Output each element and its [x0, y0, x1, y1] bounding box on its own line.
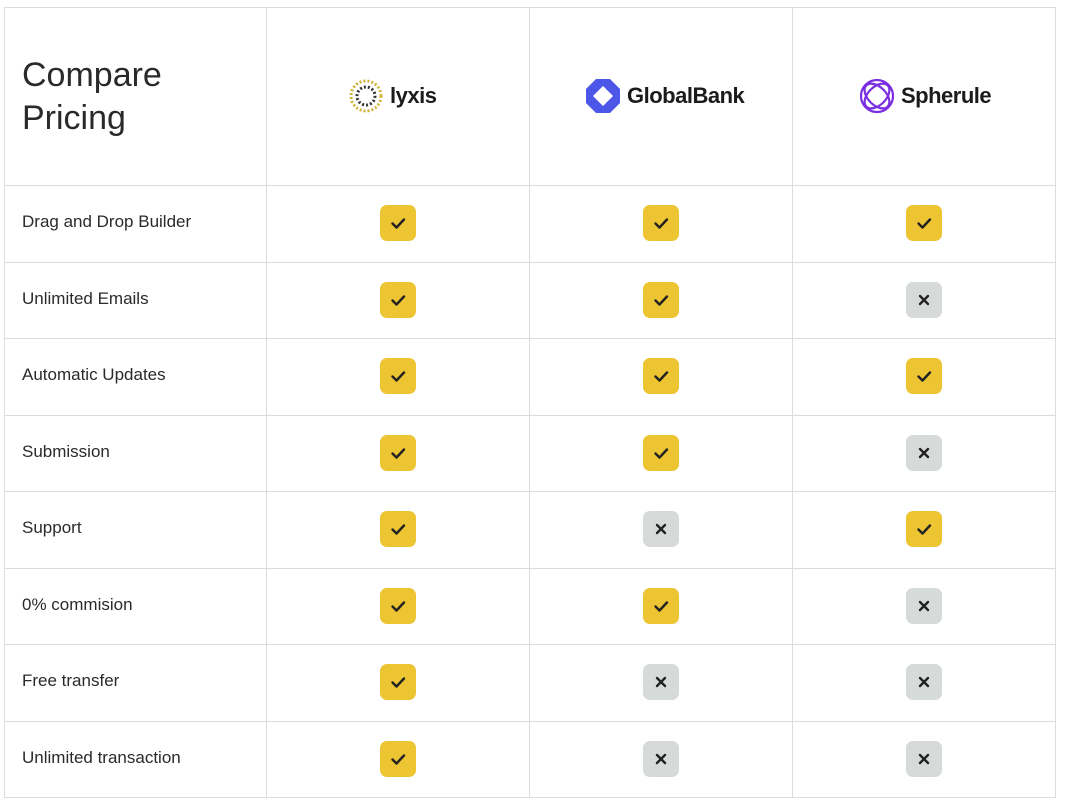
check-badge: [642, 281, 679, 318]
check-icon: [390, 601, 405, 612]
feature-label: Drag and Drop Builder: [22, 212, 192, 232]
row-divider: [4, 262, 1056, 263]
column-divider: [266, 7, 267, 798]
check-icon: [390, 524, 405, 535]
check-icon: [390, 295, 405, 306]
check-badge: [642, 358, 679, 395]
row-divider: [4, 568, 1056, 569]
check-icon: [916, 524, 931, 535]
cross-badge: [905, 664, 942, 701]
brand-logo: [349, 79, 383, 113]
check-badge: [379, 740, 416, 777]
row-divider: [4, 491, 1056, 492]
check-badge: [905, 205, 942, 242]
row-divider: [4, 644, 1056, 645]
check-icon: [390, 448, 405, 459]
brand-name: GlobalBank: [627, 83, 745, 108]
check-icon: [653, 371, 668, 382]
check-icon: [653, 295, 668, 306]
cross-icon: [918, 677, 929, 688]
check-icon: [653, 218, 668, 229]
cross-icon: [918, 447, 929, 458]
row-divider: [4, 721, 1056, 722]
check-badge: [379, 358, 416, 395]
check-icon: [916, 218, 931, 229]
cross-icon: [655, 524, 666, 535]
feature-label: Unlimited transaction: [22, 747, 181, 767]
brand-name: lyxis: [390, 83, 437, 108]
check-badge: [905, 511, 942, 548]
feature-label: Support: [22, 518, 82, 538]
brand-logo: [586, 79, 620, 113]
cross-badge: [905, 281, 942, 318]
brand: GlobalBank: [585, 78, 745, 114]
check-badge: [379, 664, 416, 701]
brand: lyxis: [348, 78, 437, 114]
cross-badge: [642, 664, 679, 701]
check-icon: [390, 218, 405, 229]
brand-logo: [859, 78, 895, 114]
check-badge: [642, 587, 679, 624]
cross-icon: [918, 753, 929, 764]
check-badge: [642, 434, 679, 471]
check-icon: [390, 677, 405, 688]
cross-icon: [918, 600, 929, 611]
column-divider: [529, 7, 530, 798]
feature-label: Submission: [22, 441, 110, 461]
row-divider: [4, 415, 1056, 416]
check-icon: [653, 448, 668, 459]
check-icon: [916, 371, 931, 382]
feature-label: 0% commision: [22, 594, 133, 614]
check-badge: [642, 205, 679, 242]
cross-icon: [655, 677, 666, 688]
table-title: Compare Pricing: [22, 56, 162, 137]
brand-name: Spherule: [901, 83, 992, 108]
cross-badge: [642, 740, 679, 777]
feature-label: Automatic Updates: [22, 365, 166, 385]
check-badge: [379, 205, 416, 242]
row-divider: [4, 797, 1056, 798]
check-badge: [379, 511, 416, 548]
check-icon: [390, 371, 405, 382]
row-divider: [4, 338, 1056, 339]
check-icon: [390, 754, 405, 765]
feature-label: Free transfer: [22, 671, 120, 691]
cross-badge: [642, 511, 679, 548]
check-badge: [379, 434, 416, 471]
cross-badge: [905, 740, 942, 777]
cross-badge: [905, 434, 942, 471]
check-icon: [653, 601, 668, 612]
check-badge: [905, 358, 942, 395]
row-divider: [4, 185, 1056, 186]
cross-badge: [905, 587, 942, 624]
check-badge: [379, 281, 416, 318]
column-divider: [792, 7, 793, 798]
check-badge: [379, 587, 416, 624]
feature-label: Unlimited Emails: [22, 288, 149, 308]
cross-icon: [918, 294, 929, 305]
brand: Spherule: [859, 78, 992, 114]
cross-icon: [655, 753, 666, 764]
